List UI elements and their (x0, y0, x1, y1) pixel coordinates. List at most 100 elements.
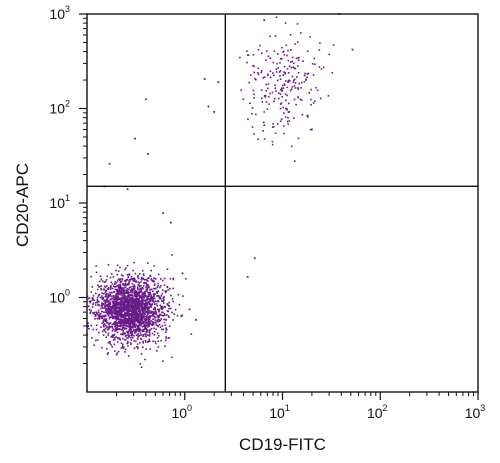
data-point (129, 299, 132, 301)
data-point (253, 257, 256, 260)
data-point (130, 304, 133, 307)
data-point (139, 316, 142, 319)
data-point (120, 312, 123, 314)
data-point (312, 74, 315, 76)
data-point (154, 321, 157, 324)
data-point (293, 79, 295, 82)
data-point (148, 329, 150, 332)
data-point (307, 116, 309, 118)
data-point (251, 107, 254, 109)
data-point (127, 304, 130, 307)
data-point (142, 342, 144, 344)
data-point (116, 298, 119, 301)
data-point (122, 324, 125, 327)
data-point (115, 292, 118, 295)
data-point (124, 321, 127, 324)
data-point (290, 49, 292, 51)
data-point (129, 308, 132, 311)
data-point (239, 56, 241, 59)
data-point (133, 284, 136, 286)
data-point (108, 310, 111, 313)
data-point (143, 296, 145, 299)
data-point (279, 70, 282, 72)
data-point (108, 317, 111, 320)
data-point (149, 288, 152, 291)
data-point (107, 288, 110, 290)
data-point (274, 34, 277, 37)
data-point (142, 330, 145, 332)
data-point (156, 295, 158, 297)
data-point (135, 331, 137, 333)
data-point (157, 282, 160, 285)
data-point (126, 284, 128, 286)
data-point (118, 328, 120, 330)
data-point (135, 280, 138, 283)
data-point (106, 353, 109, 356)
data-point (103, 307, 106, 309)
data-point (140, 288, 142, 291)
data-point (138, 305, 140, 308)
data-point (146, 326, 149, 328)
data-point (115, 319, 118, 321)
data-point (105, 315, 107, 317)
data-point (129, 306, 131, 308)
data-point (122, 313, 124, 316)
data-point (143, 292, 146, 295)
data-point (114, 302, 117, 305)
data-point (126, 324, 129, 327)
data-point (297, 137, 300, 140)
data-point (140, 324, 143, 326)
data-point (128, 328, 131, 331)
data-point (131, 285, 134, 288)
data-point (296, 87, 299, 89)
data-point (109, 298, 112, 301)
data-point (162, 328, 165, 331)
data-point (153, 311, 155, 314)
data-point (148, 321, 151, 323)
data-point (138, 285, 141, 288)
data-point (133, 285, 135, 288)
data-point (157, 346, 160, 348)
data-point (137, 319, 139, 321)
data-point (148, 312, 151, 314)
data-point (127, 276, 130, 279)
data-point (130, 293, 133, 296)
data-point (170, 294, 172, 297)
data-point (282, 50, 285, 53)
x-tick-exponent: 3 (480, 403, 485, 413)
data-point (101, 317, 104, 320)
data-point (112, 298, 115, 301)
data-point (132, 279, 135, 282)
data-point (97, 315, 100, 318)
data-point (122, 289, 125, 292)
data-point (278, 92, 280, 94)
data-point (290, 145, 293, 148)
data-point (146, 314, 148, 317)
data-point (135, 334, 138, 336)
data-point (130, 278, 132, 280)
data-point (138, 304, 141, 306)
data-point (143, 312, 145, 315)
data-point (252, 89, 255, 92)
data-point (106, 326, 108, 329)
data-point (127, 341, 129, 344)
data-point (141, 316, 143, 318)
data-point (118, 311, 120, 314)
data-point (283, 132, 285, 135)
data-point (145, 315, 147, 318)
data-point (116, 297, 119, 299)
data-point (151, 297, 153, 300)
data-point (139, 295, 142, 297)
data-point (141, 317, 143, 320)
data-point (101, 295, 103, 297)
data-point (107, 307, 110, 310)
data-point (120, 321, 122, 323)
data-point (146, 307, 149, 310)
data-point (124, 315, 127, 318)
data-point (134, 290, 137, 293)
data-point (108, 310, 110, 313)
data-point (262, 121, 265, 124)
data-point (132, 325, 135, 328)
data-point (113, 323, 116, 326)
data-point (140, 323, 143, 325)
